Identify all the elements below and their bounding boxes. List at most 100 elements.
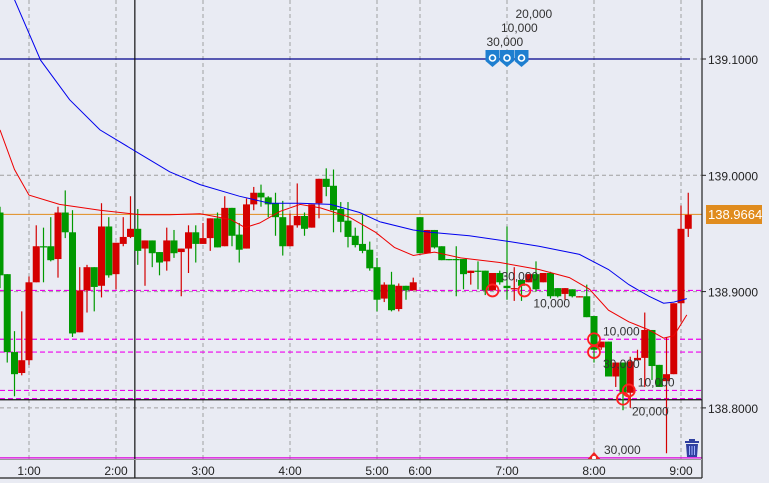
- candle: [76, 267, 84, 333]
- execution-circle-icon[interactable]: [485, 283, 500, 298]
- stop-pin-dot: [592, 455, 596, 460]
- candle: [127, 196, 134, 239]
- candle: [214, 212, 221, 248]
- order-markers[interactable]: 30,00010,00020,00030,00010,00010,00030,0…: [485, 7, 675, 460]
- order-pin[interactable]: 30,000: [485, 35, 524, 67]
- current-price-value: 138.9664: [708, 207, 762, 222]
- order-pin-label: 10,000: [501, 21, 538, 35]
- candle-body: [119, 236, 127, 244]
- execution-circle-icon[interactable]: [517, 283, 532, 298]
- candle: [641, 312, 649, 387]
- candle-body: [141, 240, 149, 249]
- candle-body: [467, 270, 475, 273]
- candle-body: [32, 246, 40, 283]
- candle: [141, 240, 149, 286]
- candle-body: [112, 242, 120, 275]
- stop-order-pin[interactable]: 30,000: [587, 443, 641, 460]
- order-pin-ring: [503, 54, 511, 62]
- price-axis-label: 139.1000: [708, 53, 758, 67]
- order-pin[interactable]: 10,000: [500, 21, 538, 67]
- candle-body: [677, 228, 685, 304]
- candle-body: [416, 217, 424, 254]
- time-axis[interactable]: 1:00 2:00 3:00 4:00 5:00 6:00 7:00 8:00 9:00: [17, 464, 693, 478]
- candle-body: [235, 234, 243, 250]
- execution-marker[interactable]: 10,000: [517, 283, 570, 310]
- execution-circle-icon[interactable]: [587, 345, 601, 359]
- candle: [199, 222, 207, 244]
- candle-body: [40, 246, 47, 248]
- candle: [452, 246, 460, 297]
- candle-body: [293, 216, 301, 226]
- time-axis-label: 8:00: [582, 464, 606, 478]
- candle-body: [243, 204, 250, 249]
- candle-body: [373, 267, 381, 300]
- execution-marker[interactable]: 30,000: [485, 269, 539, 298]
- candle-body: [76, 290, 84, 333]
- candle: [655, 364, 663, 387]
- candle: [561, 288, 569, 300]
- execution-marker[interactable]: 10,000: [621, 375, 675, 398]
- candle-body: [359, 243, 366, 251]
- order-pin-icon[interactable]: [485, 50, 500, 67]
- current-price-label: 138.9664: [706, 205, 762, 224]
- candle: [366, 241, 374, 271]
- candle-body: [641, 329, 649, 358]
- candle: [61, 190, 69, 239]
- candle: [467, 270, 475, 285]
- order-pin-icon[interactable]: [500, 50, 514, 67]
- candle: [423, 229, 431, 254]
- candle-body: [322, 178, 330, 187]
- current-price-box: [706, 205, 762, 224]
- candle-body: [684, 214, 692, 229]
- candle: [525, 274, 533, 283]
- candle: [677, 205, 685, 322]
- execution-marker[interactable]: 30,000: [587, 345, 640, 371]
- candle: [576, 296, 583, 298]
- candle: [11, 331, 18, 397]
- price-axis-label: 138.8000: [708, 402, 758, 416]
- candle-body: [510, 288, 518, 290]
- candle: [634, 349, 641, 361]
- candle: [257, 184, 265, 207]
- candle: [18, 311, 26, 376]
- candle: [119, 217, 127, 247]
- time-axis-label: 3:00: [191, 464, 215, 478]
- order-pin-icon[interactable]: [514, 50, 529, 67]
- candle-body: [337, 209, 345, 222]
- candle-body: [612, 362, 620, 377]
- candle: [554, 288, 562, 298]
- candle: [568, 289, 576, 298]
- candle-body: [54, 212, 62, 260]
- candle: [25, 276, 33, 365]
- candle-body: [192, 232, 200, 244]
- candle: [235, 222, 243, 263]
- time-axis-label: 7:00: [495, 464, 519, 478]
- candle: [163, 227, 171, 271]
- candle-body: [134, 228, 142, 251]
- candle: [612, 362, 620, 387]
- execution-label: 10,000: [533, 296, 570, 310]
- candle-body: [61, 212, 69, 233]
- candle: [192, 225, 200, 263]
- candle-body: [496, 272, 504, 283]
- execution-circle-icon[interactable]: [621, 383, 636, 398]
- order-pin[interactable]: 20,000: [514, 7, 553, 67]
- trash-icon[interactable]: [685, 439, 699, 457]
- candle-body: [315, 178, 323, 204]
- candle-body: [214, 218, 221, 248]
- candle-body: [626, 361, 634, 393]
- candle-body: [25, 282, 33, 361]
- candle: [322, 168, 330, 197]
- candle: [684, 192, 692, 237]
- candle: [83, 264, 91, 313]
- candle: [243, 198, 250, 249]
- candle-body: [257, 192, 265, 198]
- candle: [32, 225, 40, 283]
- candle-body: [11, 352, 18, 375]
- candle-body: [554, 288, 562, 297]
- candle-body: [221, 207, 229, 247]
- price-axis[interactable]: 139.1000 139.0000 138.9000 138.8000: [702, 53, 758, 416]
- candle-body: [163, 240, 171, 262]
- candle-body: [518, 279, 525, 286]
